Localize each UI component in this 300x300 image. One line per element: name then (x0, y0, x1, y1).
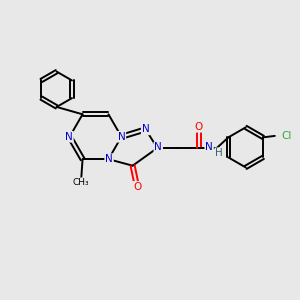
Text: H: H (215, 148, 223, 158)
Text: CH₃: CH₃ (73, 178, 89, 187)
Text: N: N (105, 154, 113, 164)
Text: O: O (194, 122, 203, 132)
Text: N: N (142, 124, 149, 134)
Text: Cl: Cl (282, 131, 292, 141)
Text: N: N (118, 132, 125, 142)
Text: N: N (65, 132, 73, 142)
Text: N: N (205, 142, 213, 152)
Text: O: O (133, 182, 141, 192)
Text: N: N (154, 142, 162, 152)
